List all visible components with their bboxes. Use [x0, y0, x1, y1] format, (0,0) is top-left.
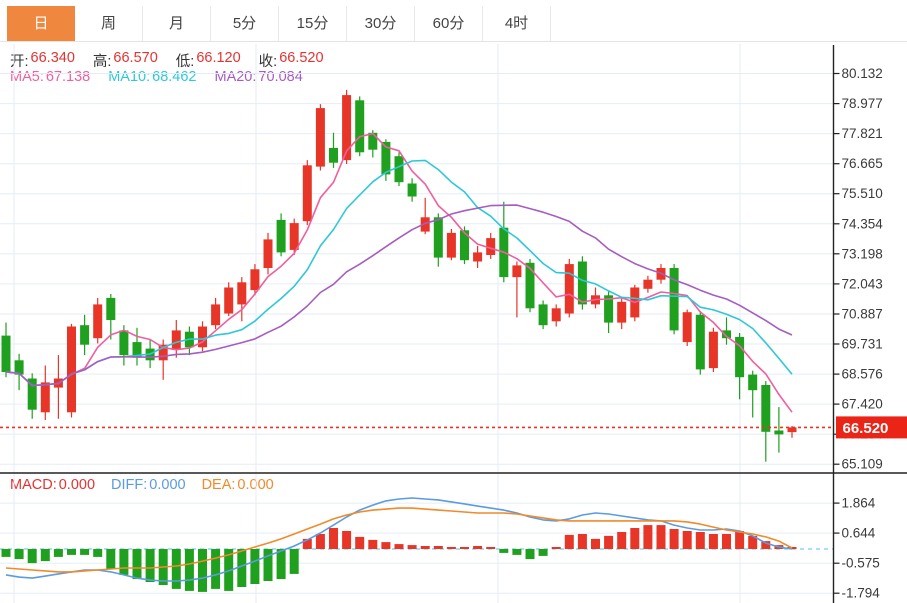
tab-interval-7[interactable]: 4时	[483, 6, 551, 41]
open-label: 开:	[10, 54, 29, 70]
tab-interval-5[interactable]: 30分	[347, 6, 415, 41]
svg-text:75.510: 75.510	[842, 186, 883, 201]
current-price-label: 66.520	[836, 416, 907, 439]
svg-text:80.132: 80.132	[842, 66, 883, 81]
diff-label: DIFF:	[111, 477, 148, 493]
svg-text:73.198: 73.198	[842, 246, 883, 261]
tab-interval-6[interactable]: 60分	[415, 6, 483, 41]
tab-interval-1[interactable]: 周	[75, 6, 143, 41]
tab-interval-0[interactable]: 日	[7, 6, 75, 41]
svg-text:72.043: 72.043	[842, 276, 883, 291]
open-value: 66.340	[30, 50, 75, 66]
macd-value: 0.000	[58, 477, 96, 493]
close-label: 收:	[258, 54, 278, 70]
svg-text:-1.794: -1.794	[842, 586, 881, 601]
dea-label: DEA:	[201, 477, 236, 493]
svg-text:74.354: 74.354	[842, 216, 884, 231]
svg-text:65.109: 65.109	[842, 457, 883, 472]
svg-text:67.420: 67.420	[842, 397, 883, 412]
low-label: 低:	[175, 54, 195, 70]
tab-interval-2[interactable]: 月	[143, 6, 211, 41]
tab-interval-3[interactable]: 5分	[211, 6, 279, 41]
tab-interval-4[interactable]: 15分	[279, 6, 347, 41]
svg-text:69.731: 69.731	[842, 337, 883, 352]
low-value: 66.120	[196, 50, 241, 66]
svg-text:78.977: 78.977	[842, 96, 883, 111]
svg-text:0.644: 0.644	[842, 526, 876, 541]
interval-tabbar: 日周月 5分 15分 30分 60分 4时	[0, 0, 907, 42]
macd-readout: MACD: 0.000 DIFF: 0.000 DEA: 0.000	[10, 477, 274, 493]
svg-text:70.887: 70.887	[842, 307, 883, 322]
high-value: 66.570	[113, 50, 158, 66]
svg-text:-0.575: -0.575	[842, 556, 880, 571]
macd-label: MACD:	[10, 477, 57, 493]
high-label: 高:	[92, 54, 112, 70]
svg-text:66.520: 66.520	[843, 420, 889, 437]
svg-text:68.576: 68.576	[842, 367, 883, 382]
svg-text:1.864: 1.864	[842, 496, 876, 511]
diff-value: 0.000	[149, 477, 186, 493]
svg-text:76.665: 76.665	[842, 156, 883, 171]
ohlc-readout: 开: 66.340 高: 66.570 低: 66.120 收: 66.520	[10, 50, 324, 71]
svg-text:77.821: 77.821	[842, 126, 883, 141]
close-value: 66.520	[279, 50, 324, 66]
